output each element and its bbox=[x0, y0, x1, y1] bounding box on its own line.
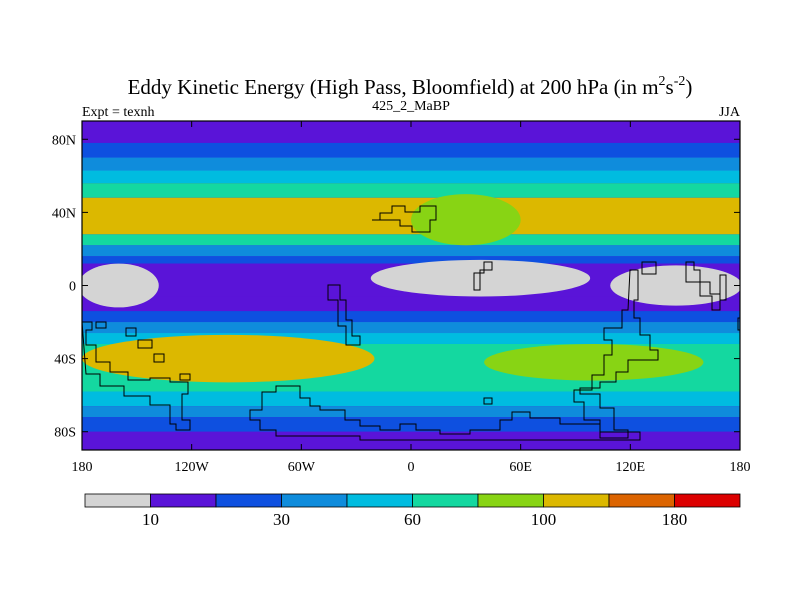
contour-band-4 bbox=[82, 183, 740, 198]
contour-band-18 bbox=[82, 431, 740, 450]
y-tick-label-0: 80N bbox=[52, 133, 76, 148]
colorbar: 10 30 60 100 180 bbox=[84, 493, 741, 529]
coastline-india bbox=[473, 261, 493, 291]
y-tick-label-4: 80S bbox=[54, 426, 76, 441]
coastline-south-west bbox=[82, 321, 191, 431]
coastline-asia bbox=[372, 205, 437, 233]
contour-nh-jet-break bbox=[411, 194, 521, 246]
contour-sh-jet-east bbox=[484, 343, 704, 381]
x-tick-label-1: 120W bbox=[175, 460, 210, 475]
contour-band-13 bbox=[82, 333, 740, 344]
colorbar-box-7 bbox=[543, 493, 610, 508]
coastline-pacific-islands bbox=[641, 261, 727, 311]
x-tick-label-6: 180 bbox=[730, 460, 751, 475]
subtitle-center: 425_2_MaBP bbox=[372, 99, 450, 114]
contour-band-12 bbox=[82, 322, 740, 334]
x-tick-label-0: 180 bbox=[72, 460, 93, 475]
colorbar-box-5 bbox=[412, 493, 479, 508]
coastline-africa bbox=[327, 284, 361, 346]
colorbar-box-8 bbox=[608, 493, 675, 508]
coastline-outlines bbox=[82, 205, 740, 441]
y-tick-label-3: 40S bbox=[54, 353, 76, 368]
colorbar-label-3: 100 bbox=[531, 510, 557, 529]
contour-blobs bbox=[82, 194, 740, 383]
colorbar-box-2 bbox=[215, 493, 282, 508]
contour-sh-jet-core bbox=[82, 334, 375, 383]
contour-band-16 bbox=[82, 406, 740, 418]
contour-band-8 bbox=[82, 256, 740, 264]
colorbar-label-4: 180 bbox=[662, 510, 688, 529]
colorbar-box-9 bbox=[674, 493, 741, 508]
coastline-america bbox=[573, 269, 659, 439]
subtitle-right: JJA bbox=[719, 105, 741, 120]
contour-band-2 bbox=[82, 157, 740, 171]
contour-band-11 bbox=[82, 311, 740, 323]
coastline-small-island bbox=[483, 397, 493, 405]
chart-title: Eddy Kinetic Energy (High Pass, Bloomfie… bbox=[128, 74, 693, 99]
coastline-south-west-islands bbox=[95, 321, 191, 381]
x-tick-label-2: 60W bbox=[288, 460, 316, 475]
x-tick-label-4: 60E bbox=[509, 460, 532, 475]
subtitle-left: Expt = texnh bbox=[82, 105, 154, 120]
contour-band-6 bbox=[82, 234, 740, 246]
colorbar-box-0 bbox=[84, 493, 151, 508]
colorbar-label-1: 30 bbox=[273, 510, 290, 529]
y-tick-label-2: 0 bbox=[69, 280, 76, 295]
y-axis: 80N 40N 0 40S 80S bbox=[52, 133, 740, 441]
contour-band-1 bbox=[82, 142, 740, 158]
contour-band-0 bbox=[82, 121, 740, 143]
contour-nh-jet-core-east bbox=[566, 199, 740, 233]
contour-band-10 bbox=[82, 296, 740, 312]
contour-nh-jet-core-west bbox=[82, 199, 274, 233]
contour-tropics-low-west bbox=[82, 263, 159, 308]
colorbar-box-4 bbox=[346, 493, 413, 508]
colorbar-label-0: 10 bbox=[142, 510, 159, 529]
contour-band-15 bbox=[82, 391, 740, 407]
colorbar-box-1 bbox=[150, 493, 217, 508]
y-tick-label-1: 40N bbox=[52, 206, 76, 221]
colorbar-box-3 bbox=[281, 493, 348, 508]
x-tick-label-3: 0 bbox=[408, 460, 415, 475]
coastline-south-east bbox=[737, 317, 740, 331]
x-axis: 180 120W 60W 0 60E 120E 180 bbox=[72, 121, 751, 475]
colorbar-box-6 bbox=[477, 493, 544, 508]
coastline-antarctica bbox=[249, 385, 641, 441]
contour-band-3 bbox=[82, 170, 740, 184]
contour-band-7 bbox=[82, 245, 740, 257]
x-tick-label-5: 120E bbox=[616, 460, 646, 475]
colorbar-label-2: 60 bbox=[404, 510, 421, 529]
